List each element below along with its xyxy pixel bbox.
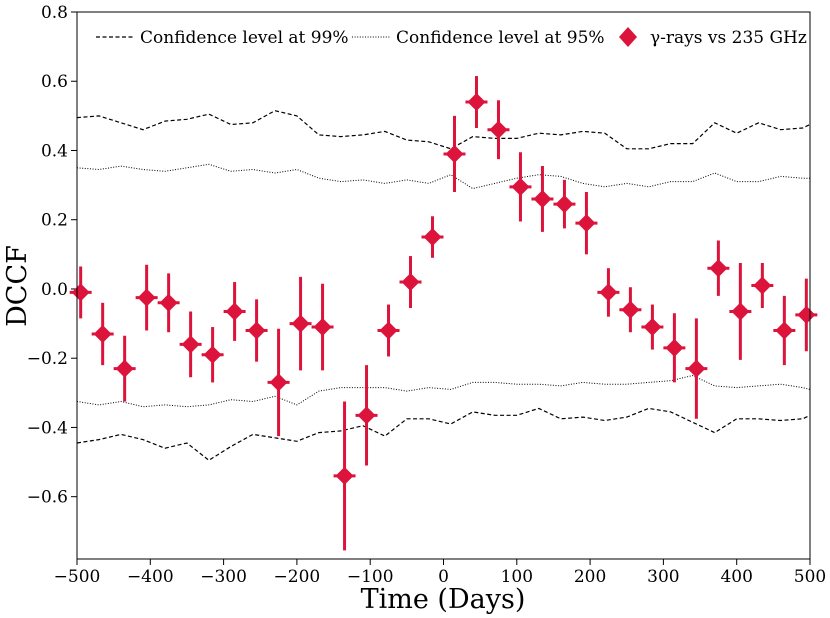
y-tick-label: −0.2	[27, 349, 68, 369]
legend: Confidence level at 99% Confidence level…	[96, 27, 807, 48]
data-point	[401, 273, 420, 292]
data-point	[555, 195, 574, 214]
y-tick-label: 0.2	[41, 211, 68, 231]
data-point	[137, 288, 156, 307]
confidence-lines	[76, 110, 811, 462]
data-point	[489, 120, 508, 139]
confidence-99-line	[76, 407, 811, 462]
data-point	[159, 293, 178, 312]
x-tick-label: 0	[438, 567, 449, 587]
data-point	[643, 318, 662, 337]
x-tick-label: −200	[274, 567, 321, 587]
data-point	[335, 466, 354, 485]
data-point	[71, 283, 90, 302]
y-tick-label: 0.8	[41, 3, 68, 23]
data-point	[577, 214, 596, 233]
y-tick-label: 0.0	[41, 280, 68, 300]
data-point	[797, 305, 816, 324]
data-point	[731, 302, 750, 321]
x-tick-label: −400	[127, 567, 174, 587]
data-point	[709, 259, 728, 278]
data-point	[511, 177, 530, 196]
data-point	[291, 314, 310, 333]
x-axis-title: Time (Days)	[361, 584, 526, 615]
data-point	[533, 189, 552, 208]
data-point	[313, 318, 332, 337]
y-tick-label: 0.6	[41, 72, 68, 92]
y-tick-label: −0.4	[27, 418, 68, 438]
legend-diamond-icon	[619, 27, 637, 47]
data-points	[69, 76, 818, 551]
data-point	[357, 406, 376, 425]
data-point	[665, 338, 684, 357]
x-tick-label: 200	[574, 567, 606, 587]
plot-frame	[76, 11, 811, 560]
confidence-99-line	[76, 110, 811, 150]
data-point	[753, 276, 772, 295]
y-tick-label: −0.6	[27, 488, 68, 508]
confidence-95-line	[76, 163, 810, 190]
confidence-95-line	[76, 374, 811, 408]
data-point	[225, 302, 244, 321]
data-point	[445, 144, 464, 163]
data-point	[775, 321, 794, 340]
x-tick-label: 500	[794, 567, 826, 587]
data-point	[269, 373, 288, 392]
x-tick-label: 300	[647, 567, 679, 587]
legend-95-label: Confidence level at 95%	[396, 28, 605, 48]
data-point	[115, 359, 134, 378]
x-tick-label: −300	[200, 567, 247, 587]
data-point	[467, 93, 486, 112]
axis-ticks: −500 −400 −300 −200 −100 0 100 200 300 400 500 −0.6…	[27, 3, 827, 587]
legend-99-label: Confidence level at 99%	[140, 28, 349, 48]
data-point	[687, 359, 706, 378]
data-point	[423, 228, 442, 247]
x-tick-label: 100	[501, 567, 533, 587]
data-point	[379, 321, 398, 340]
y-tick-label: 0.4	[41, 141, 68, 161]
data-point	[247, 321, 266, 340]
y-axis-title: DCCF	[2, 245, 33, 327]
legend-gamma-label: γ-rays vs 235 GHz	[650, 28, 807, 48]
data-point	[93, 324, 112, 343]
data-point	[203, 345, 222, 364]
data-point	[181, 335, 200, 354]
data-point	[599, 283, 618, 302]
data-point	[621, 300, 640, 319]
x-tick-label: −500	[54, 567, 101, 587]
x-tick-label: 400	[720, 567, 752, 587]
x-tick-label: −100	[347, 567, 394, 587]
